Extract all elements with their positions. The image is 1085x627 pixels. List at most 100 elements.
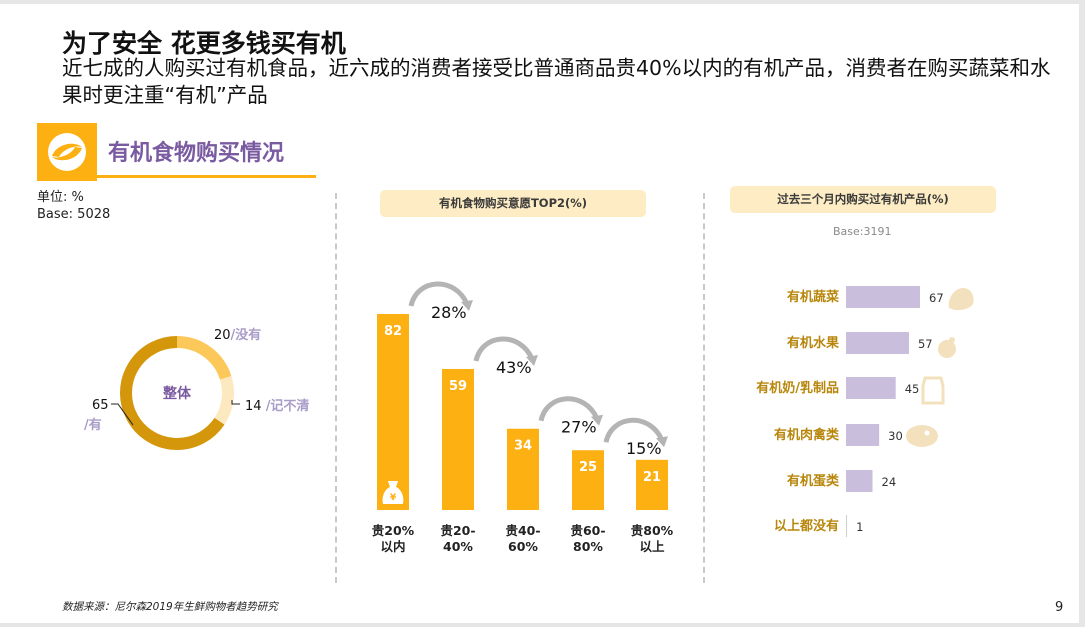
curved-arrow [408,281,470,307]
slide: 为了安全 花更多钱买有机 近七成的人购买过有机食品，近六成的消费者接受比普通商品… [0,4,1079,623]
donut-chart: 整体 20/没有 14 /记不清 65/有 [84,327,309,450]
arrow-head [526,354,538,366]
donut-slice [176,336,232,380]
hbar-category-label: 以上都没有 [774,518,839,534]
curved-arrow [538,396,600,422]
x-tick-label: 贵40-60% [505,523,540,554]
meat-icon [906,425,938,447]
x-tick-line: 贵80% [631,523,674,538]
page-subtitle: 近七成的人购买过有机食品，近六成的消费者接受比普通商品贵40%以内的有机产品，消… [62,56,1051,107]
x-tick-line: 40% [443,539,473,554]
hbar [846,332,909,354]
drop-annotation: 27% [561,418,597,437]
leader-line [111,403,134,426]
horizontal-bar-chart: 有机蔬菜 67 有机水果 57 有机奶/乳制品 45 有机肉禽类 30 有机蛋类 24 以上都没有 1 [756,286,974,537]
page-number: 9 [1055,600,1064,615]
donut-value: 20 [214,328,231,343]
fruit-stem [949,337,955,343]
donut-value: 65 [92,398,109,413]
hbar [846,424,880,446]
bar-value-label: 82 [384,324,402,339]
meat-shape [906,425,938,447]
yen-symbol: ¥ [390,493,397,503]
donut-label-no: 20/没有 [214,327,261,343]
drop-annotation: 15% [626,439,662,458]
drop-annotation: 28% [431,303,467,322]
bar [507,428,539,510]
donut-value: 14 [245,399,266,414]
bar [377,314,409,510]
meat-bone [924,430,930,436]
x-tick-line: 贵40- [505,523,540,538]
donut-category: /有 [84,417,102,433]
arrow-head [461,300,473,311]
page-title: 为了安全 花更多钱买有机 [62,29,346,58]
unit-note: 单位: % Base: 5028 [37,189,110,223]
drop-annotation: 43% [496,358,532,377]
bar [572,450,604,510]
fruit-icon [938,337,956,358]
donut-center-label: 整体 [162,385,192,402]
fruit-shape [938,340,956,358]
arrow-head [656,436,668,448]
carton-shape [921,376,945,405]
source-note: 数据来源：尼尔森2019年生鲜购物者趋势研究 [62,601,278,613]
bar-value-label: 34 [514,439,532,454]
curved-arrow [473,336,535,362]
bar [442,368,474,510]
vegetable-icon [948,288,974,311]
divider-right [703,193,705,583]
x-tick-line: 以内 [380,539,405,554]
x-tick-label: 贵80%以上 [631,523,674,554]
hbar [846,470,873,492]
hbar-value-label: 67 [929,291,944,305]
donut-slice [214,376,234,425]
hbar-category-label: 有机肉禽类 [774,427,840,443]
donut-slice [120,336,225,450]
hbar-category-label: 有机蛋类 [787,473,840,489]
hbar-value-label: 30 [888,429,903,443]
x-tick-line: 以上 [639,539,665,554]
section-underline [97,175,316,178]
vertical-bar-chart: 82 贵20%以内 59 贵20-40% 34 贵40-60% 25 贵60-80% 21 贵80… [372,281,674,554]
hbar-value-label: 24 [882,475,897,489]
money-bag-shape [382,481,404,504]
organic-leaf-logo-icon [37,123,97,181]
x-tick-line: 60% [508,539,538,554]
hbar-value-label: 57 [918,337,933,351]
money-bag-icon: ¥ [382,481,404,504]
hbar-value-label: 45 [905,382,920,396]
unit-label: 单位: % [37,190,84,205]
bar-chart-title: 有机食物购买意愿TOP2(%) [380,190,646,217]
hbar-category-label: 有机水果 [787,335,839,351]
donut-label-unsure: 14 /记不清 [245,398,309,414]
hbar-chart-title: 过去三个月内购买过有机产品(%) [730,186,996,213]
donut-category: /没有 [231,327,262,343]
x-tick-label: 贵20%以内 [372,523,415,554]
x-tick-label: 贵20-40% [440,523,475,554]
bar-value-label: 25 [579,460,597,475]
bar-value-label: 59 [449,379,467,394]
leader-line [231,400,240,405]
x-tick-line: 贵60- [570,523,605,538]
hbar-value-label: 1 [856,520,863,534]
bar-value-label: 21 [643,470,661,485]
section-title: 有机食物购买情况 [108,141,285,166]
donut-category: /记不清 [266,398,310,414]
divider-left [335,193,337,583]
x-tick-line: 贵20% [372,523,415,538]
x-tick-line: 80% [573,539,603,554]
hbar [846,286,920,308]
hbar-category-label: 有机奶/乳制品 [756,380,839,396]
hbar-base-label: Base:3191 [833,225,892,238]
hbar [846,515,847,537]
vegetable-shape [948,288,974,311]
hbar-category-label: 有机蔬菜 [787,289,839,305]
base-label: Base: 5028 [37,207,111,222]
hbar [846,377,896,399]
curved-arrow [603,417,665,443]
arrow-head [591,414,603,426]
x-tick-line: 贵20- [440,523,475,538]
milk-carton-icon [921,376,945,405]
x-tick-label: 贵60-80% [570,523,605,554]
